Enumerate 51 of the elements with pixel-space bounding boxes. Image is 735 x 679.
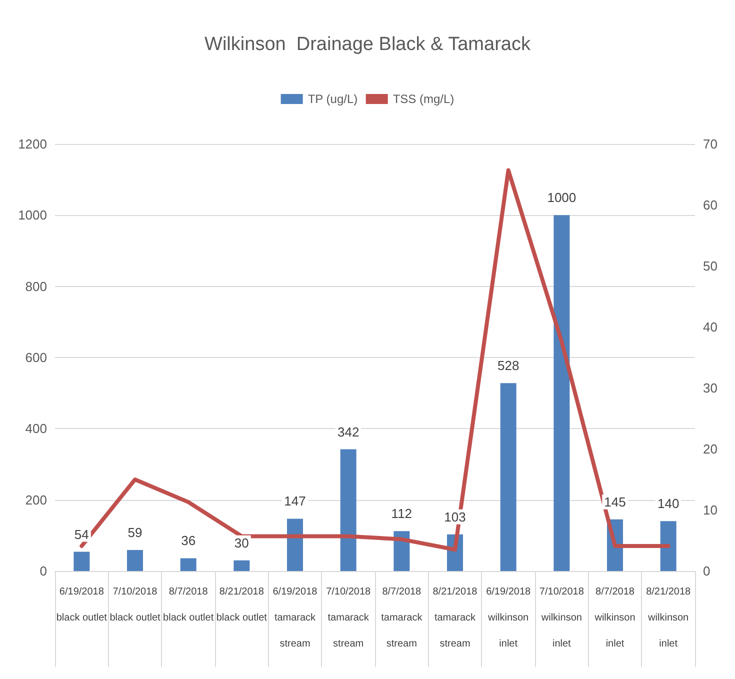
y2-tick-label: 40: [703, 320, 718, 334]
y2-tick-label: 60: [703, 198, 718, 212]
y2-tick-label: 70: [703, 136, 718, 152]
bar: [74, 552, 90, 571]
data-label: 59: [128, 525, 142, 540]
chart-title: Wilkinson Drainage Black & Tamarack: [204, 34, 531, 55]
data-label: 528: [497, 358, 520, 374]
data-label: 145: [604, 494, 626, 510]
y-tick-label: 600: [25, 350, 47, 365]
bar: [554, 215, 570, 571]
data-label: 36: [181, 533, 196, 548]
y2-tick-label: 0: [703, 564, 710, 578]
y-tick-label: 0: [40, 564, 47, 578]
category-label: 7/10/2018 tamarack stream: [326, 586, 371, 650]
bar: [500, 383, 516, 571]
y2-tick-label: 50: [703, 258, 718, 274]
bar: [234, 560, 250, 571]
category-label: 6/19/2018 tamarack stream: [272, 586, 318, 650]
y2-tick-label: 20: [703, 442, 718, 456]
y-tick-label: 1200: [18, 136, 47, 152]
category-label: 8/7/2018 tamarack stream: [381, 586, 422, 650]
category-label: 8/21/2018 tamarack stream: [432, 586, 478, 650]
category-label: 8/21/2018 black outlet: [216, 586, 267, 624]
data-label: 112: [391, 506, 412, 522]
category-label: 8/21/2018 wilkinson inlet: [646, 586, 691, 650]
bar: [127, 550, 143, 571]
category-label: 7/10/2018 black outlet: [110, 586, 160, 624]
y2-tick-label: 30: [703, 380, 718, 396]
data-label: 103: [444, 509, 466, 524]
data-label: 1000: [547, 190, 576, 206]
legend-label: TSS (mg/L): [392, 92, 454, 106]
bar: [287, 518, 303, 571]
category-label: 8/7/2018 wilkinson inlet: [594, 586, 636, 650]
data-label: 342: [337, 424, 360, 440]
data-label: 140: [657, 496, 680, 512]
data-label: 30: [234, 535, 249, 550]
bar: [660, 521, 676, 571]
y-tick-label: 400: [25, 421, 47, 436]
category-label: 8/7/2018 black outlet: [163, 586, 214, 624]
category-label: 7/10/2018 wilkinson inlet: [539, 586, 584, 650]
legend-label: TP (ug/L): [308, 92, 358, 106]
y-tick-label: 1000: [18, 208, 47, 223]
y-tick-label: 200: [25, 492, 47, 508]
data-label: 147: [284, 494, 306, 509]
data-label: 54: [74, 526, 89, 542]
category-label: 6/19/2018 wilkinson inlet: [486, 586, 531, 650]
bar: [180, 558, 196, 571]
bar: [340, 449, 356, 571]
y2-tick-label: 10: [703, 502, 718, 518]
y-tick-label: 800: [25, 278, 47, 294]
category-label: 6/19/2018 black outlet: [56, 586, 107, 624]
